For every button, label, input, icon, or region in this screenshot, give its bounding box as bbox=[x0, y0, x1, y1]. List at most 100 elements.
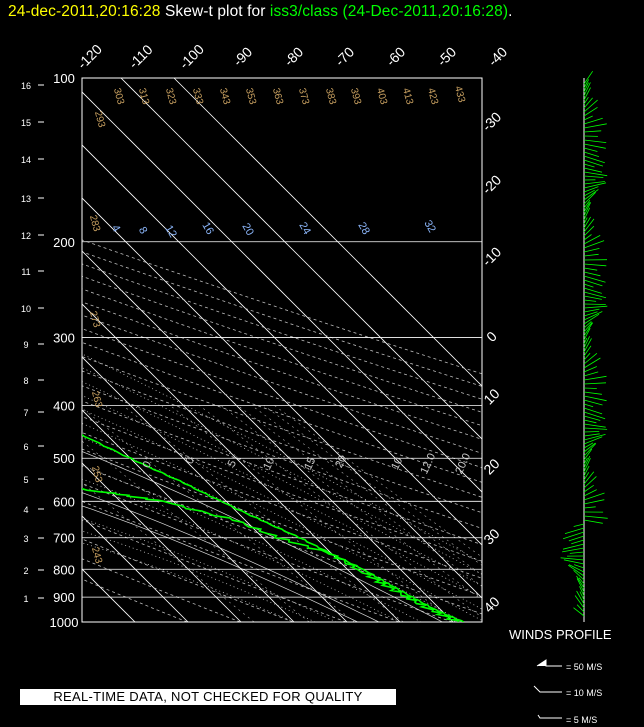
top-temp-label: -100 bbox=[176, 41, 207, 72]
isotherm-line bbox=[82, 462, 242, 622]
wind-barb bbox=[583, 352, 598, 365]
wind-barb bbox=[583, 182, 607, 189]
wind-barb bbox=[579, 586, 585, 597]
wind-barb bbox=[583, 345, 592, 357]
pressure-label: 700 bbox=[53, 531, 75, 546]
wind-barb bbox=[583, 207, 591, 221]
wind-barb bbox=[583, 70, 594, 85]
pressure-label: 1000 bbox=[50, 615, 79, 630]
wind-barb bbox=[583, 225, 595, 237]
wind-barb bbox=[583, 442, 594, 449]
mixing-label: 4 bbox=[109, 223, 122, 234]
height-label: 15 bbox=[21, 118, 31, 128]
wind-barb bbox=[583, 375, 607, 381]
wind-barb bbox=[583, 159, 604, 167]
wind-barb bbox=[583, 519, 603, 524]
wind-barb bbox=[567, 564, 585, 577]
legend-barb-50 bbox=[536, 659, 562, 667]
isotherm-line bbox=[82, 197, 482, 599]
pressure-label: 300 bbox=[53, 331, 75, 346]
theta-label: 433 bbox=[452, 85, 467, 104]
wind-barb bbox=[583, 155, 605, 164]
pressure-label: 100 bbox=[53, 71, 75, 86]
wind-barb bbox=[583, 455, 591, 469]
moist-adiabat bbox=[82, 367, 482, 575]
mixing-ratio-line bbox=[82, 407, 355, 622]
moist-label: 12.0 bbox=[418, 451, 438, 475]
wind-barb bbox=[583, 492, 605, 501]
wind-barb bbox=[583, 147, 598, 152]
height-label: 6 bbox=[23, 442, 28, 452]
height-label: 2 bbox=[23, 566, 28, 576]
wind-barb bbox=[583, 295, 602, 300]
legend-barb-5 bbox=[537, 714, 562, 719]
wind-barb bbox=[573, 607, 585, 617]
wind-barb bbox=[578, 577, 585, 585]
legend-50: = 50 M/S bbox=[566, 662, 603, 672]
wind-barb bbox=[583, 267, 598, 271]
right-temp-label: 40 bbox=[480, 593, 502, 615]
moist-label: 10 bbox=[261, 456, 277, 472]
moist-adiabat bbox=[82, 395, 482, 599]
isotherm-line bbox=[82, 91, 482, 493]
wind-barb bbox=[583, 458, 591, 473]
dry-adiabat bbox=[82, 432, 482, 579]
pressure-label: 400 bbox=[53, 399, 75, 414]
wind-barb bbox=[583, 79, 590, 89]
wind-barb bbox=[583, 82, 591, 97]
wind-barb bbox=[583, 434, 606, 441]
height-label: 9 bbox=[23, 340, 28, 350]
pressure-label: 500 bbox=[53, 451, 75, 466]
wind-barb bbox=[583, 167, 603, 173]
moist-label: 10 bbox=[389, 456, 405, 472]
isotherm-line bbox=[173, 78, 482, 387]
mixing-ratio-line bbox=[274, 405, 482, 558]
moist-label: 0 bbox=[141, 459, 154, 470]
wind-barb bbox=[583, 181, 605, 185]
wind-barb bbox=[583, 313, 600, 325]
isotherm-line bbox=[82, 250, 454, 622]
title-suffix: . bbox=[508, 3, 513, 20]
wind-barb bbox=[583, 217, 588, 225]
height-label: 3 bbox=[23, 534, 28, 544]
dry-adiabat bbox=[82, 370, 482, 514]
theta-label: 363 bbox=[270, 87, 285, 106]
wind-barb bbox=[583, 476, 597, 489]
wind-barb bbox=[583, 308, 600, 313]
top-temp-label: -110 bbox=[125, 41, 156, 72]
right-temp-label: 0 bbox=[483, 328, 500, 345]
dry-adiabat bbox=[82, 578, 188, 622]
mixing-label: 12 bbox=[162, 223, 179, 240]
wind-barb bbox=[564, 527, 585, 534]
wind-barb bbox=[583, 431, 600, 433]
wind-barb bbox=[583, 357, 601, 369]
theta-label: 373 bbox=[296, 87, 311, 106]
wind-barb bbox=[562, 543, 585, 550]
mixing-label: 20 bbox=[239, 221, 256, 238]
wind-barb bbox=[583, 87, 591, 101]
height-label: 8 bbox=[23, 376, 28, 386]
wind-barb bbox=[571, 539, 585, 545]
quality-disclaimer: REAL-TIME DATA, NOT CHECKED FOR QUALITY bbox=[20, 689, 396, 705]
wind-barb bbox=[583, 322, 593, 333]
wind-barb bbox=[574, 595, 585, 609]
wind-barb bbox=[583, 186, 599, 193]
wind-barb bbox=[583, 415, 601, 421]
wind-barb bbox=[583, 175, 604, 178]
wind-barb bbox=[583, 489, 597, 497]
theta-label: 243 bbox=[89, 546, 104, 565]
moist-adiabat bbox=[82, 518, 337, 622]
top-temp-label: -70 bbox=[332, 44, 358, 70]
theta-label: 323 bbox=[163, 87, 178, 106]
isotherm-line bbox=[82, 144, 482, 546]
theta-label: 333 bbox=[190, 87, 205, 106]
wind-barb bbox=[583, 395, 607, 402]
wind-barb bbox=[583, 419, 597, 424]
wind-barb bbox=[583, 436, 603, 445]
wind-barb bbox=[583, 337, 588, 345]
wind-barb bbox=[583, 366, 597, 373]
wind-barb bbox=[560, 557, 585, 561]
dry-adiabat bbox=[82, 288, 482, 427]
wind-barb bbox=[583, 275, 606, 283]
